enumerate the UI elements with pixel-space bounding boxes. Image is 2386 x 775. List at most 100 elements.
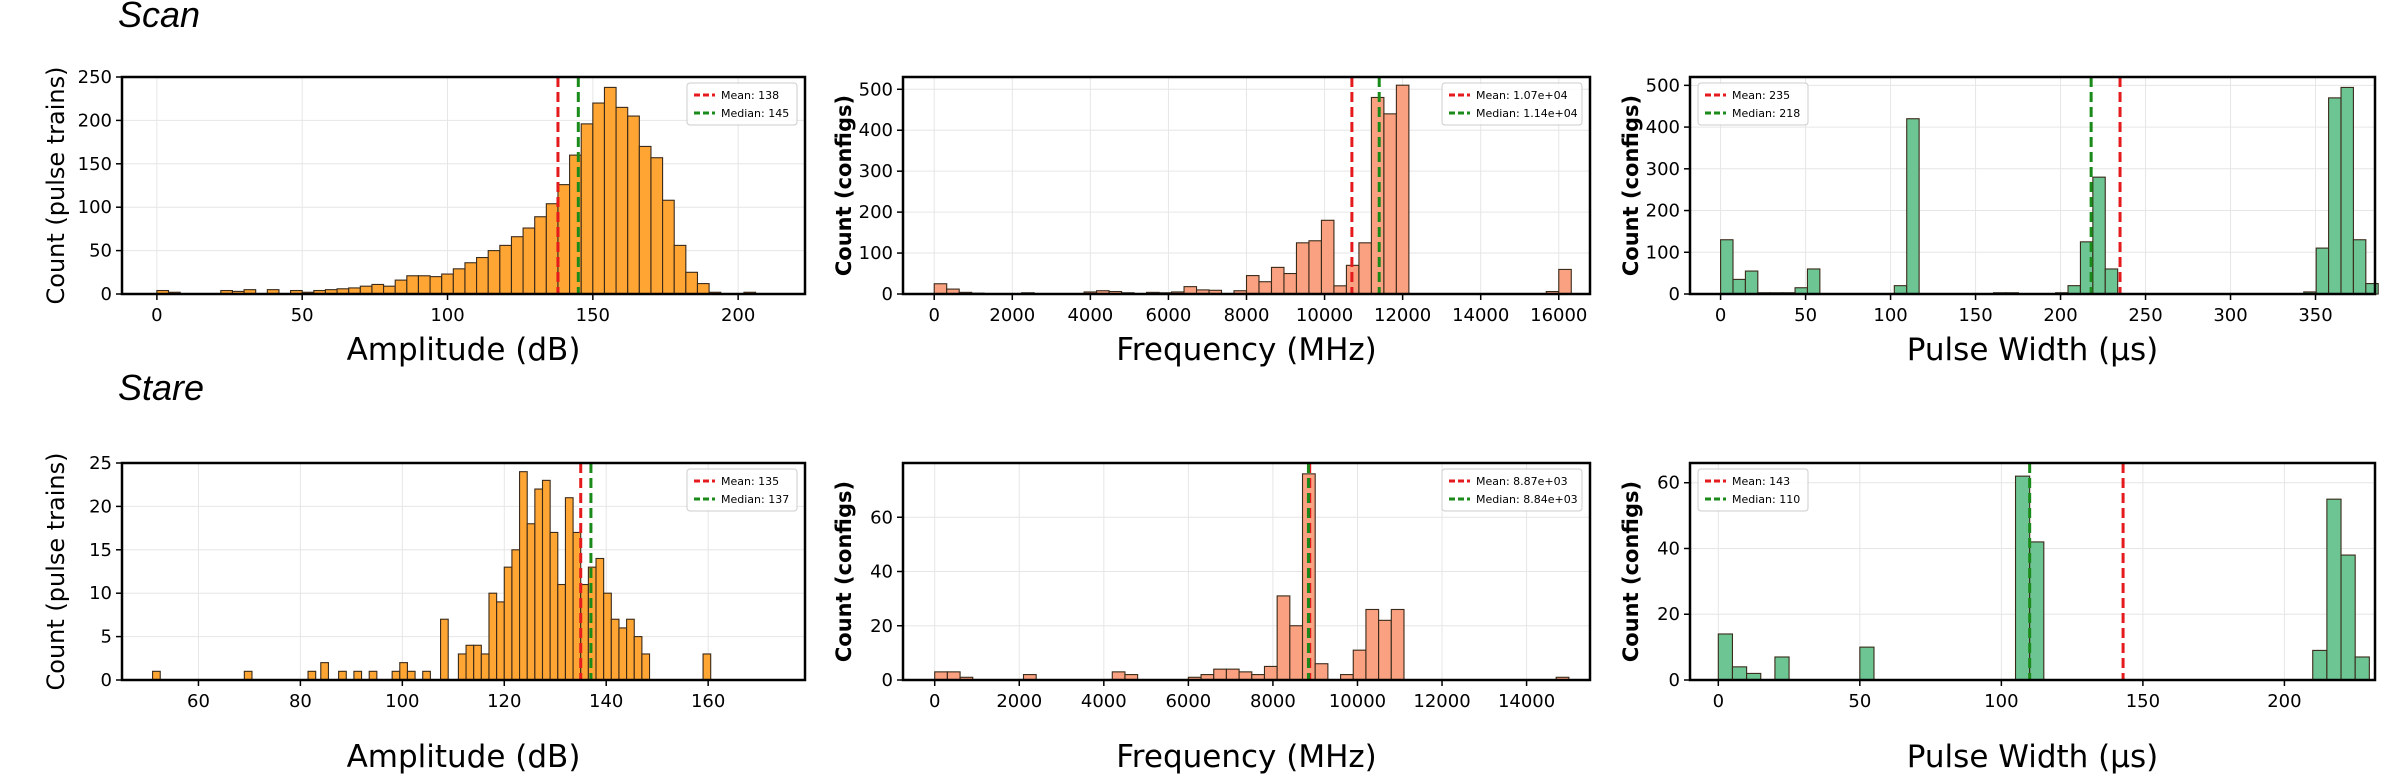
histogram-bar — [2365, 283, 2379, 295]
histogram-bar — [2340, 86, 2354, 295]
histogram-bar — [1717, 633, 1734, 681]
x-tick-label: 300 — [2213, 305, 2247, 326]
histogram-bar — [1906, 118, 1920, 295]
histogram-bar — [1732, 278, 1746, 295]
y-tick-label: 100 — [859, 243, 893, 264]
histogram-bar — [1245, 275, 1260, 295]
histogram-bar — [2352, 239, 2367, 295]
histogram-bar — [391, 670, 401, 681]
y-tick-label: 15 — [89, 540, 112, 561]
histogram-bar — [522, 227, 536, 295]
plot-frame — [1688, 461, 2377, 682]
legend-mean-label: Mean: 1.07e+04 — [1476, 89, 1568, 102]
y-tick-label: 20 — [1657, 604, 1680, 625]
histogram-bar — [610, 618, 620, 681]
plot-frame — [120, 75, 807, 296]
histogram-bar — [1390, 608, 1405, 681]
histogram-bar — [633, 636, 643, 681]
x-tick-label: 100 — [1873, 305, 1907, 326]
histogram-bar — [457, 653, 467, 681]
plot-frame — [1688, 75, 2377, 296]
y-tick-label: 0 — [1669, 670, 1680, 691]
y-tick-label: 0 — [101, 670, 112, 691]
histogram-bar — [1258, 281, 1273, 295]
y-tick-label: 500 — [1646, 75, 1680, 96]
histogram-bar — [592, 102, 606, 295]
y-axis-label: Count (configs) — [1619, 481, 1643, 662]
histogram-bar — [2092, 176, 2106, 295]
histogram-bar — [580, 123, 594, 295]
chart-stare-amplitude: 60 80 100 120 140 160 0 5 10 15 20 25 Amplitude (dB)… — [42, 452, 807, 775]
histogram-bar — [452, 268, 466, 295]
y-tick-label: 200 — [1646, 201, 1680, 222]
x-tick-label: 200 — [721, 305, 755, 326]
legend-mean-label: Mean: 138 — [721, 89, 779, 102]
x-tick-label: 200 — [2043, 305, 2077, 326]
x-axis-label: Amplitude (dB) — [347, 332, 581, 368]
x-tick-label: 6000 — [1165, 691, 1211, 712]
y-axis-label: Count (configs) — [832, 481, 856, 662]
histogram-bar — [320, 662, 329, 681]
histogram-bar — [626, 618, 635, 681]
histogram-bar — [2014, 475, 2031, 681]
legend-median-label: Median: 137 — [721, 493, 789, 506]
histogram-bar — [1744, 270, 1759, 295]
histogram-bar — [1295, 242, 1310, 295]
y-tick-label: 250 — [78, 67, 112, 88]
chart-stare-pulse-width: 0 50 100 150 200 0 20 40 60 Pulse Width (µs) Count… — [1619, 461, 2377, 775]
histogram-bar — [1731, 666, 1748, 681]
histogram-bar — [534, 488, 544, 681]
histogram-bar — [2067, 285, 2081, 295]
legend-median-label: Median: 8.84e+03 — [1476, 493, 1578, 506]
histogram-bar — [557, 184, 571, 295]
histogram-bar — [1314, 663, 1329, 681]
x-tick-label: 0 — [1713, 691, 1724, 712]
y-tick-label: 100 — [1646, 242, 1680, 263]
chart-scan-pulse-width: 0 50 100 150 200 250 300 350 0 100 200 300 400 500 Pul… — [1619, 75, 2379, 368]
row-title-stare: Stare — [118, 367, 204, 408]
y-tick-label: 0 — [882, 284, 893, 305]
histogram-bar — [338, 670, 347, 681]
histogram-bar — [2029, 541, 2045, 681]
chart-stare-frequency: 0 2000 4000 6000 8000 10000 12000 14000 0 20 40 60 F… — [832, 461, 1592, 775]
histogram-bar — [496, 601, 505, 681]
x-tick-label: 150 — [576, 305, 610, 326]
x-tick-label: 6000 — [1146, 305, 1192, 326]
histogram-bar — [641, 653, 651, 681]
histogram-bar — [1283, 272, 1298, 295]
histogram-bar — [480, 653, 490, 681]
x-tick-label: 10000 — [1329, 691, 1386, 712]
histogram-bar — [557, 583, 566, 681]
histogram-bar — [422, 670, 431, 681]
x-tick-label: 50 — [291, 305, 314, 326]
x-tick-label: 100 — [1984, 691, 2018, 712]
x-tick-label: 10000 — [1296, 305, 1353, 326]
histogram-bar — [429, 276, 443, 295]
histogram-bar — [685, 271, 699, 295]
y-axis-label: Count (pulse trains) — [42, 66, 70, 304]
y-tick-label: 60 — [1657, 473, 1680, 494]
histogram-bar — [618, 627, 628, 681]
y-tick-label: 25 — [89, 453, 112, 474]
histogram-bar — [1358, 242, 1372, 295]
histogram-bar — [1774, 656, 1790, 681]
y-tick-label: 40 — [1657, 538, 1680, 559]
histogram-bar — [1352, 649, 1367, 681]
y-tick-label: 400 — [1646, 117, 1680, 138]
histogram-bar — [510, 236, 524, 295]
histogram-bar — [702, 653, 712, 681]
histogram-bar — [662, 199, 675, 295]
histogram-bar — [650, 157, 664, 295]
x-tick-label: 12000 — [1374, 305, 1431, 326]
legend-box — [1441, 82, 1583, 126]
histogram-bar — [526, 523, 536, 681]
x-tick-label: 2000 — [996, 691, 1042, 712]
legend-mean-label: Mean: 135 — [721, 475, 779, 488]
y-tick-label: 10 — [89, 583, 112, 604]
chart-scan-amplitude: 0 50 100 150 200 0 50 100 150 200 250 Amplitude (dB… — [42, 66, 807, 368]
histogram-bar — [673, 244, 687, 295]
y-tick-label: 500 — [859, 79, 893, 100]
histogram-bar — [465, 644, 475, 681]
x-tick-label: 120 — [487, 691, 521, 712]
